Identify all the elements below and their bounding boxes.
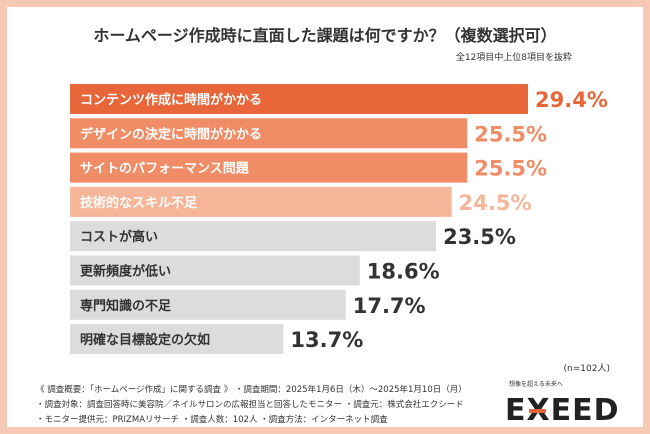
bar-6 [70, 255, 360, 286]
logo-tagline: 想像を超える未来へ [509, 380, 563, 388]
chart-title: ホームページ作成時に直面した課題は何ですか？（複数選択可） [93, 26, 557, 45]
logo-text: EXEED [505, 393, 620, 424]
value-label-6: 18.6% [367, 260, 440, 284]
survey-footer: 《 調査概要：「ホームページ作成」に関する調査 》 ・調査期間：2025年1月6… [36, 383, 467, 428]
value-label-2: 25.5% [474, 122, 547, 146]
footer-line-1: 《 調査概要：「ホームページ作成」に関する調査 》 ・調査期間：2025年1月6… [36, 385, 467, 395]
bar-label-3: サイトのパフォーマンス問題 [80, 162, 250, 177]
value-label-5: 23.5% [443, 225, 516, 249]
bar-label-4: 技術的なスキル不足 [80, 195, 198, 211]
bar-label-2: デザインの決定に時間がかかる [80, 126, 262, 142]
value-label-1: 29.4% [535, 88, 608, 112]
bar-4 [70, 186, 452, 217]
bar-5 [70, 221, 437, 252]
value-label-3: 25.5% [474, 157, 547, 181]
bar-7 [70, 289, 346, 320]
bar-label-8: 明確な目標設定の欠如 [80, 332, 210, 348]
bar-1 [70, 84, 528, 114]
value-label-8: 13.7% [290, 328, 363, 352]
bar-3 [70, 152, 468, 183]
logo-accent-stripe [529, 409, 546, 413]
bar-label-6: 更新頻度が低い [80, 264, 171, 280]
footer-line-2: ・調査対象：調査回答時に美容院／ネイルサロンの広報担当と回答したモニター ・調査… [36, 400, 464, 410]
sample-size-label: (n=102人) [563, 364, 610, 374]
bar-label-7: 専門知識の不足 [80, 298, 172, 314]
value-label-7: 17.7% [353, 294, 426, 318]
bar-8 [70, 324, 284, 355]
chart-subtitle: 全12項目中上位8項目を抜粋 [455, 53, 572, 63]
footer-line-3: ・モニター提供元：PRIZMAリサーチ ・調査人数：102人 ・調査方法：インタ… [36, 415, 388, 425]
bar-2 [70, 118, 468, 149]
bar-label-5: コストが高い [80, 229, 158, 245]
value-label-4: 24.5% [459, 191, 532, 215]
exeed-logo: 想像を超える未来へ EXEED [505, 380, 620, 424]
bar-label-1: コンテンツ作成に時間がかかる [80, 92, 262, 108]
